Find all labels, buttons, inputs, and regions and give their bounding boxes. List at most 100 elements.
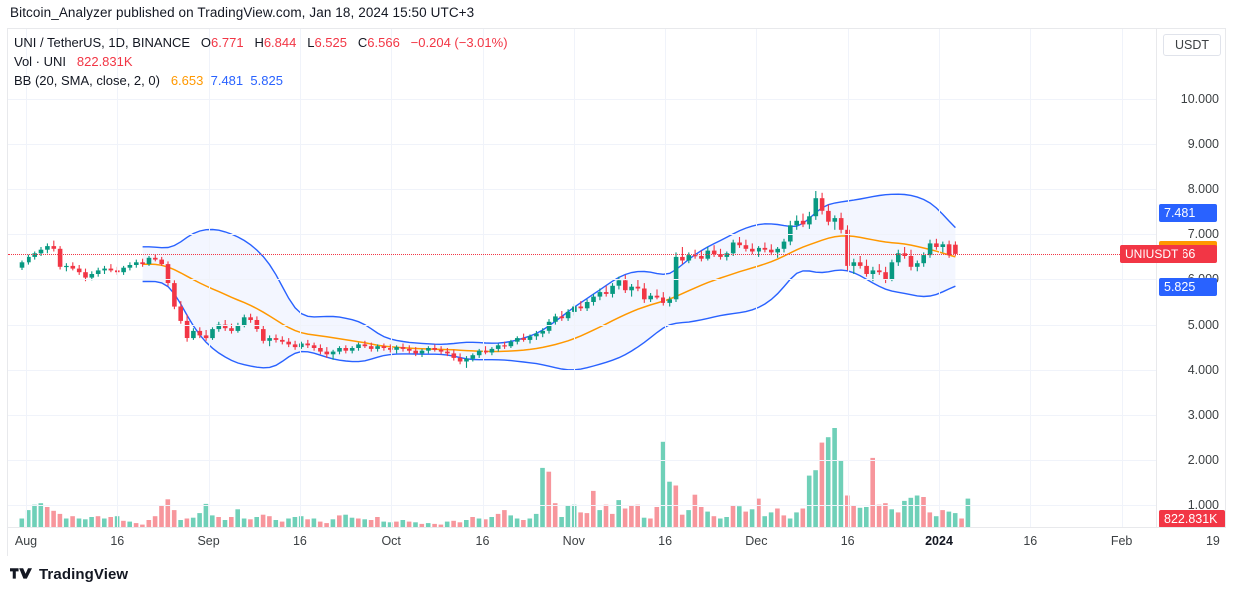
- candle-body: [946, 244, 952, 256]
- candle-body: [203, 335, 209, 339]
- volume-bar: [673, 485, 679, 527]
- volume-bar: [946, 511, 952, 527]
- candle-body: [629, 286, 634, 291]
- gridline-horizontal: [8, 189, 1156, 191]
- volume-bar: [127, 521, 132, 527]
- candle-body: [807, 216, 812, 225]
- candle-body: [686, 255, 692, 261]
- volume-bar: [787, 518, 793, 527]
- candle-body: [908, 256, 914, 267]
- candle-body: [750, 248, 755, 252]
- volume-bar: [825, 437, 831, 527]
- volume-bars: [19, 428, 971, 527]
- legend-bb-row[interactable]: BB (20, SMA, close, 2, 0) 6.653 7.481 5.…: [14, 71, 508, 90]
- volume-bar: [343, 514, 348, 527]
- candle-body: [699, 256, 704, 259]
- candle-body: [146, 257, 152, 265]
- candle-body: [292, 344, 298, 348]
- volume-bar: [197, 513, 202, 527]
- candle-body: [832, 218, 838, 222]
- candle-body: [286, 341, 291, 345]
- candle-body: [661, 297, 666, 303]
- candle-body: [756, 247, 761, 252]
- time-axis-tick: 16: [840, 534, 855, 548]
- volume-bar: [241, 518, 247, 527]
- volume-bar: [502, 510, 507, 527]
- volume-bar: [190, 517, 196, 527]
- legend-high-value: 6.844: [263, 35, 297, 50]
- candle-body: [940, 244, 946, 247]
- volume-bar: [387, 522, 393, 527]
- candle-body: [235, 325, 241, 331]
- volume-bar: [324, 523, 329, 527]
- volume-bar: [819, 442, 825, 527]
- gridline-vertical: [483, 29, 484, 527]
- candle-body: [673, 256, 679, 300]
- candle-body: [165, 264, 171, 283]
- candle-body: [483, 350, 488, 353]
- time-axis-tick: 16: [292, 534, 307, 548]
- candle-body: [769, 249, 774, 253]
- candle-body: [26, 256, 31, 263]
- volume-bar: [425, 523, 431, 527]
- legend-close-label: C: [357, 35, 368, 50]
- gridline-horizontal: [8, 234, 1156, 236]
- candle-body: [896, 253, 901, 263]
- volume-bar: [883, 503, 888, 527]
- candle-body: [502, 345, 507, 347]
- legend-volume-row[interactable]: Vol · UNI 822.831K: [14, 52, 508, 71]
- volume-bar: [648, 518, 653, 527]
- volume-bar: [876, 504, 882, 527]
- candle-body: [743, 245, 749, 249]
- volume-bar: [356, 518, 361, 527]
- volume-bar: [514, 518, 520, 527]
- volume-bar: [965, 498, 971, 527]
- volume-bar: [914, 495, 920, 527]
- volume-bar: [381, 521, 386, 527]
- currency-unit-badge[interactable]: USDT: [1163, 34, 1221, 56]
- price-axis-tick: 9.000: [1187, 137, 1219, 152]
- volume-bar: [483, 519, 488, 527]
- volume-bar: [692, 494, 698, 527]
- volume-value-badge[interactable]: 822.831K: [1159, 510, 1225, 528]
- time-axis[interactable]: Aug 16 Sep 16 Oct 16 Nov 16 Dec 16 2024 16 Feb 19: [8, 527, 1226, 556]
- candle-body: [800, 220, 806, 225]
- volume-bar: [838, 460, 844, 527]
- candle-body: [737, 242, 742, 246]
- candle-body: [451, 353, 457, 358]
- candle-body: [273, 338, 279, 340]
- symbol-price-tag: UNIUSDT: [1120, 244, 1184, 263]
- time-axis-tick: 16: [1023, 534, 1038, 548]
- chart-plot-area[interactable]: [8, 29, 1156, 527]
- time-axis-tick: Dec: [745, 534, 768, 548]
- volume-bar: [330, 519, 336, 527]
- gridline-horizontal: [8, 99, 1156, 100]
- time-axis-tick: Oct: [381, 534, 401, 548]
- gridline-horizontal: [8, 414, 1156, 416]
- candle-body: [413, 350, 418, 354]
- candle-body: [521, 338, 526, 340]
- volume-bar: [375, 517, 380, 527]
- candle-body: [635, 286, 641, 289]
- candle-body: [534, 333, 539, 337]
- volume-bar: [711, 516, 717, 527]
- volume-bar: [260, 514, 266, 527]
- candle-body: [730, 242, 736, 254]
- volume-bar: [108, 517, 113, 527]
- candle-body: [375, 346, 380, 349]
- legend-bb-basis: 6.653: [170, 73, 204, 88]
- candle-body: [476, 350, 482, 356]
- volume-bar: [813, 470, 818, 527]
- volume-bar: [222, 520, 228, 527]
- bb-upper-price-badge[interactable]: 7.481: [1159, 203, 1217, 222]
- candle-body: [781, 241, 787, 249]
- candle-body: [724, 253, 730, 257]
- volume-bar: [933, 516, 939, 527]
- candle-body: [857, 262, 863, 266]
- bb-lower-price-badge[interactable]: 5.825: [1159, 278, 1217, 297]
- chart-frame: [7, 28, 1226, 556]
- legend-symbol-row[interactable]: UNI / TetherUS, 1D, BINANCE O6.771 H6.84…: [14, 33, 508, 52]
- volume-bar: [394, 521, 399, 527]
- price-axis[interactable]: USDT 10.0009.0008.0007.0006.0005.0004.00…: [1157, 29, 1225, 555]
- candle-body: [711, 250, 717, 255]
